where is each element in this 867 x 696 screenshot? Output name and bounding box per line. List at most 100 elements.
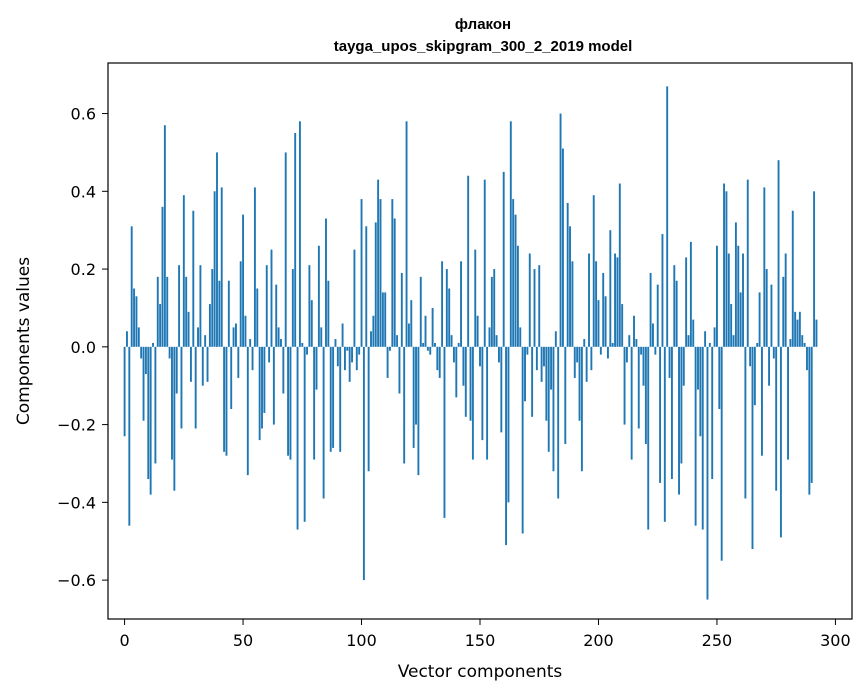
bar [483,179,486,347]
bar [564,346,567,445]
bar [284,152,287,347]
bar [753,346,756,406]
bar [327,280,330,347]
bar [144,346,147,375]
bar [801,335,804,347]
bar [232,327,235,347]
bar [488,327,491,347]
y-tick-label: 0.4 [71,182,96,201]
bar [173,346,176,491]
y-tick-label: −0.2 [57,416,96,435]
bar [223,346,226,452]
bar [526,346,529,355]
bar [552,346,555,472]
bar [227,280,230,347]
x-tick-label: 250 [702,631,733,650]
bar [711,346,714,480]
bar [701,346,704,530]
bar [798,311,801,347]
bar [498,346,500,363]
bar [756,342,759,347]
bar [486,346,489,460]
bar [734,222,737,347]
bar [543,346,545,367]
bar [469,346,472,421]
bar [400,272,403,347]
bar [450,335,453,347]
bar [723,183,725,347]
bar [163,125,166,347]
bar [678,346,680,495]
bar [803,342,806,347]
bar [277,327,280,347]
bar [142,346,145,421]
bar [436,346,439,371]
bar [367,346,370,472]
bar [249,339,252,347]
bar [391,199,394,347]
bar [462,346,465,386]
bar [718,346,721,410]
bar [808,346,811,495]
bar [412,346,415,448]
bar [689,241,692,347]
bar [815,319,818,347]
bar [758,292,761,347]
bar [180,346,183,429]
bar [474,249,477,347]
bar [599,346,602,355]
bar [765,269,768,347]
bar [647,346,650,530]
bar [595,261,598,347]
bar [379,199,382,347]
bar [670,346,673,480]
bar [732,335,735,347]
bar [460,261,462,347]
bar [571,261,574,347]
bar [782,276,785,347]
bar [739,292,742,347]
bar [682,346,685,386]
bar [675,280,678,347]
bar [749,346,752,367]
bar [471,346,474,460]
bar [398,346,401,394]
bar [561,148,564,347]
bar [410,300,413,347]
bar [791,210,794,347]
bar [777,160,780,347]
bar [358,346,361,355]
bar [649,272,652,347]
bar [514,214,517,347]
bar [339,346,342,452]
bar [680,346,683,464]
bar [772,346,775,359]
bar [528,253,531,347]
bar [253,187,256,347]
bar [313,346,316,460]
bar [779,346,782,538]
bar [585,346,588,382]
bar [441,261,444,347]
bar [787,346,789,460]
bar [360,199,363,347]
bar [652,323,654,347]
y-axis: −0.6 −0.4 −0.2 0.0 0.2 0.4 0.6 [57,105,108,590]
bar [246,346,249,476]
bar [372,315,375,347]
bar [443,346,446,518]
bar [393,218,396,347]
bar [407,323,410,347]
bar [464,346,467,417]
bar [396,335,399,347]
bar [434,342,436,347]
bar [204,335,207,347]
bar [614,253,617,347]
bar [493,269,496,347]
bar [386,346,389,378]
bar [540,346,543,382]
bar [588,253,590,347]
chart-title: флакон [455,16,511,33]
bar [213,191,216,347]
bar [128,346,131,526]
